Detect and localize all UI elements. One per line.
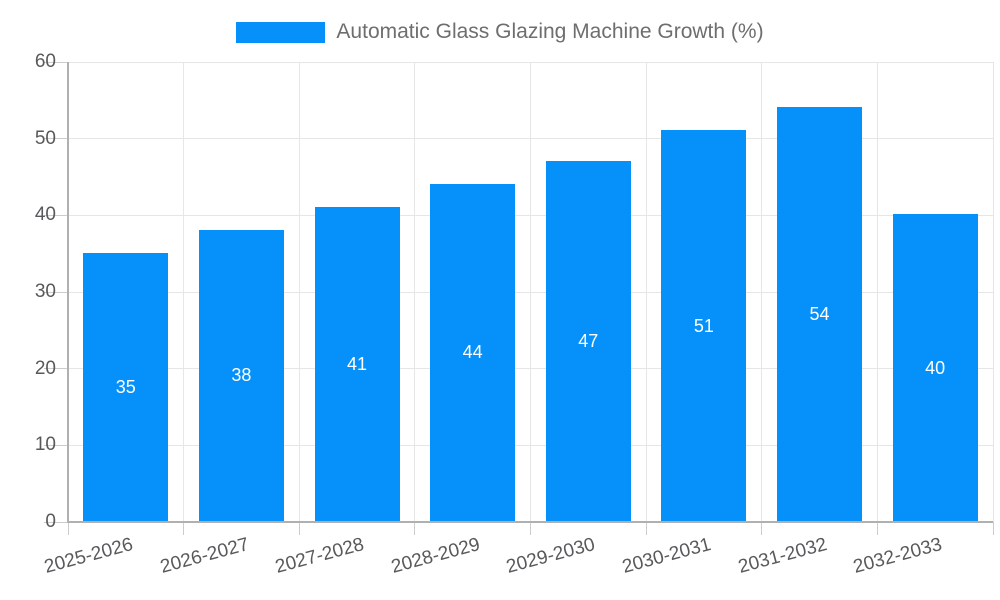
bar xyxy=(892,214,978,521)
bar-value-label: 40 xyxy=(925,357,946,378)
y-axis-tick xyxy=(44,521,68,523)
y-axis-tick xyxy=(44,444,68,446)
y-axis-tick xyxy=(44,291,68,293)
bar xyxy=(83,252,169,521)
x-gridline xyxy=(298,62,300,522)
x-axis-tick xyxy=(67,522,69,535)
legend: Automatic Glass Glazing Machine Growth (… xyxy=(0,18,1000,46)
y-axis-tick-label: 10 xyxy=(34,434,56,456)
bar-value-label: 35 xyxy=(115,376,136,397)
y-axis-tick-label: 50 xyxy=(34,127,56,149)
x-axis-tick xyxy=(530,522,531,535)
x-axis-tick-label: 2027-2028 xyxy=(273,534,367,578)
x-axis-line xyxy=(67,521,993,523)
bar-value-label: 54 xyxy=(809,304,830,324)
bar xyxy=(661,130,747,521)
bar xyxy=(777,107,863,521)
bar xyxy=(545,160,631,521)
y-axis-tick xyxy=(44,368,68,370)
x-axis-tick xyxy=(992,522,994,535)
bar xyxy=(430,183,516,521)
x-gridline xyxy=(876,62,878,522)
bar-value-label: 47 xyxy=(578,330,599,351)
x-gridline xyxy=(761,62,763,522)
y-axis-tick xyxy=(44,138,68,140)
y-axis-tick-label: 20 xyxy=(34,357,56,379)
x-gridline xyxy=(645,62,647,522)
x-axis-tick-label: 2032-2033 xyxy=(851,534,945,578)
x-axis-tick xyxy=(876,522,878,535)
bar-value-label: 44 xyxy=(462,342,483,363)
legend-color-swatch xyxy=(236,21,326,43)
x-axis-tick-label: 2026-2027 xyxy=(157,534,251,578)
bar xyxy=(314,206,400,521)
x-gridline xyxy=(183,62,185,522)
y-axis-tick-label: 60 xyxy=(34,51,56,72)
x-gridline xyxy=(414,62,416,522)
x-axis-tick-label: 2031-2032 xyxy=(735,534,829,578)
x-axis-tick-label: 2028-2029 xyxy=(388,534,483,578)
y-axis-tick-label: 40 xyxy=(34,204,56,226)
legend-label: Automatic Glass Glazing Machine Growth (… xyxy=(336,20,764,43)
bar-value-label: 51 xyxy=(693,315,714,336)
x-axis-tick xyxy=(645,522,647,535)
y-axis-tick-label: 0 xyxy=(45,511,56,532)
x-axis-tick-label: 2029-2030 xyxy=(504,534,598,578)
x-axis-tick xyxy=(414,522,416,535)
y-axis-tick xyxy=(44,214,68,216)
x-axis-tick xyxy=(183,522,185,535)
x-axis-tick-label: 2025-2026 xyxy=(42,534,136,578)
bar-value-label: 38 xyxy=(231,365,252,386)
y-axis-tick-label: 30 xyxy=(34,281,56,302)
bar xyxy=(198,229,284,521)
x-gridline xyxy=(992,62,994,522)
bar-value-label: 41 xyxy=(347,353,368,374)
x-gridline xyxy=(530,62,531,522)
x-axis-tick-label: 2030-2031 xyxy=(620,534,714,578)
x-axis-tick xyxy=(761,522,763,535)
x-axis-tick xyxy=(298,522,300,535)
y-axis-tick xyxy=(44,61,68,63)
y-axis-line xyxy=(67,62,69,522)
